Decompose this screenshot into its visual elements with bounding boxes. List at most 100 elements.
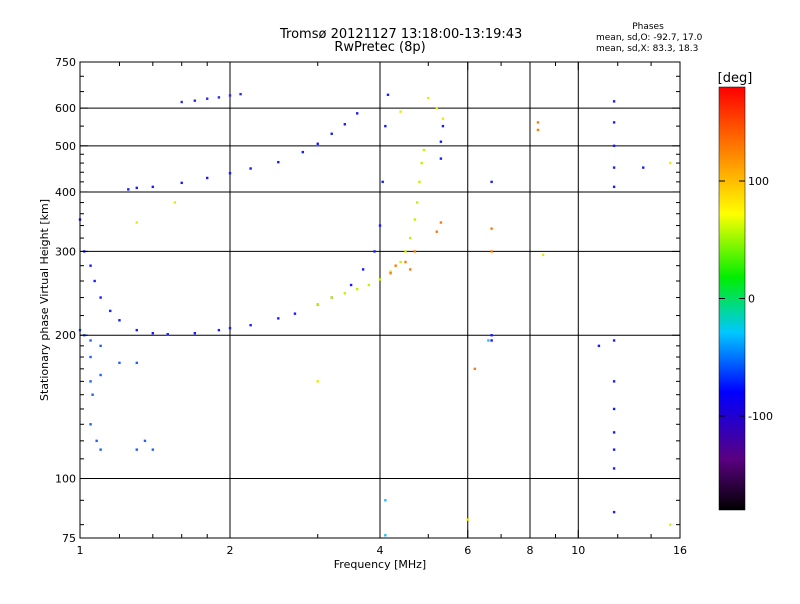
data-point: [427, 96, 430, 100]
data-point: [409, 268, 412, 271]
data-point: [669, 161, 672, 165]
data-point: [249, 167, 252, 170]
data-point: [228, 94, 232, 97]
data-point: [439, 221, 443, 224]
data-point: [239, 92, 242, 96]
data-point: [316, 303, 319, 306]
data-point: [109, 309, 112, 313]
data-point: [193, 331, 197, 335]
colorbar-tick-label: -100: [748, 410, 773, 423]
data-point: [409, 236, 412, 240]
y-tick-label: 400: [55, 186, 76, 199]
data-point: [669, 523, 672, 526]
data-point: [378, 224, 382, 227]
data-point: [399, 260, 402, 264]
data-point: [490, 334, 493, 337]
y-tick-label: 500: [55, 140, 76, 153]
data-point: [330, 296, 333, 299]
colorbar: 100 0 -100: [718, 86, 773, 511]
data-point: [99, 448, 102, 451]
data-point: [466, 518, 469, 521]
data-point: [381, 180, 384, 184]
data-point: [612, 407, 616, 411]
data-point: [612, 380, 616, 383]
data-point: [439, 157, 443, 160]
data-point: [404, 260, 407, 264]
grid: [80, 62, 680, 538]
phases-heading: Phases: [632, 22, 664, 32]
data-point: [89, 423, 92, 426]
data-point: [490, 339, 493, 342]
x-tick-label: 8: [527, 544, 534, 557]
data-point: [413, 250, 417, 253]
chart-title: Tromsø 20121127 13:18:00-13:19:43: [280, 27, 523, 42]
data-point: [293, 312, 297, 315]
data-point: [99, 373, 102, 377]
data-point: [151, 331, 155, 335]
x-tick-label: 2: [227, 544, 234, 557]
data-point: [439, 140, 443, 143]
chart-subtitle: RwPretec (8p): [334, 40, 426, 55]
y-tick-label: 100: [55, 473, 76, 486]
data-point: [384, 124, 387, 128]
phase-x-stats: mean, sd,X: 83.3, 18.3: [596, 44, 699, 54]
data-point: [612, 185, 616, 189]
data-point: [89, 339, 92, 342]
data-point: [228, 171, 232, 175]
data-point: [180, 100, 183, 104]
data-point: [490, 227, 493, 230]
data-point: [135, 448, 138, 451]
data-point: [386, 93, 390, 96]
y-axis-ticks: 75 100 200 300 400 500 600 750: [55, 56, 680, 545]
data-point: [217, 328, 221, 332]
x-tick-label: 1: [77, 544, 84, 557]
data-point: [597, 344, 601, 348]
data-point: [343, 292, 347, 295]
x-tick-label: 10: [571, 544, 585, 557]
data-point: [420, 161, 423, 165]
data-point: [435, 230, 438, 233]
data-point: [205, 176, 209, 180]
data-point: [355, 287, 359, 291]
x-tick-label: 16: [673, 544, 687, 557]
data-point: [316, 380, 319, 383]
y-tick-label: 75: [62, 532, 76, 545]
y-tick-label: 200: [55, 329, 76, 342]
x-tick-label: 6: [464, 544, 471, 557]
data-points: [78, 92, 672, 537]
data-point: [536, 128, 540, 132]
data-point: [330, 132, 333, 135]
data-point: [422, 148, 426, 152]
data-point: [435, 106, 438, 110]
data-point: [127, 188, 130, 191]
data-point: [301, 150, 305, 154]
data-point: [135, 361, 138, 365]
data-point: [612, 100, 616, 103]
data-point: [277, 160, 280, 164]
colorbar-tick-label: 100: [748, 175, 769, 188]
data-point: [384, 499, 387, 502]
data-point: [413, 218, 417, 221]
data-point: [143, 439, 147, 443]
data-point: [166, 333, 169, 336]
data-point: [404, 250, 407, 253]
colorbar-tick-label: 0: [748, 293, 755, 306]
data-point: [373, 250, 376, 253]
data-point: [118, 361, 121, 365]
data-point: [490, 250, 493, 253]
data-point: [612, 166, 616, 169]
data-point: [389, 272, 392, 275]
data-point: [612, 339, 616, 342]
data-point: [151, 448, 155, 451]
data-point: [99, 344, 102, 348]
y-tick-label: 750: [55, 56, 76, 69]
data-point: [118, 319, 121, 322]
y-tick-label: 600: [55, 102, 76, 115]
data-point: [487, 339, 490, 342]
data-point: [95, 439, 98, 443]
data-point: [612, 448, 616, 451]
data-point: [135, 221, 138, 224]
data-point: [612, 121, 616, 124]
